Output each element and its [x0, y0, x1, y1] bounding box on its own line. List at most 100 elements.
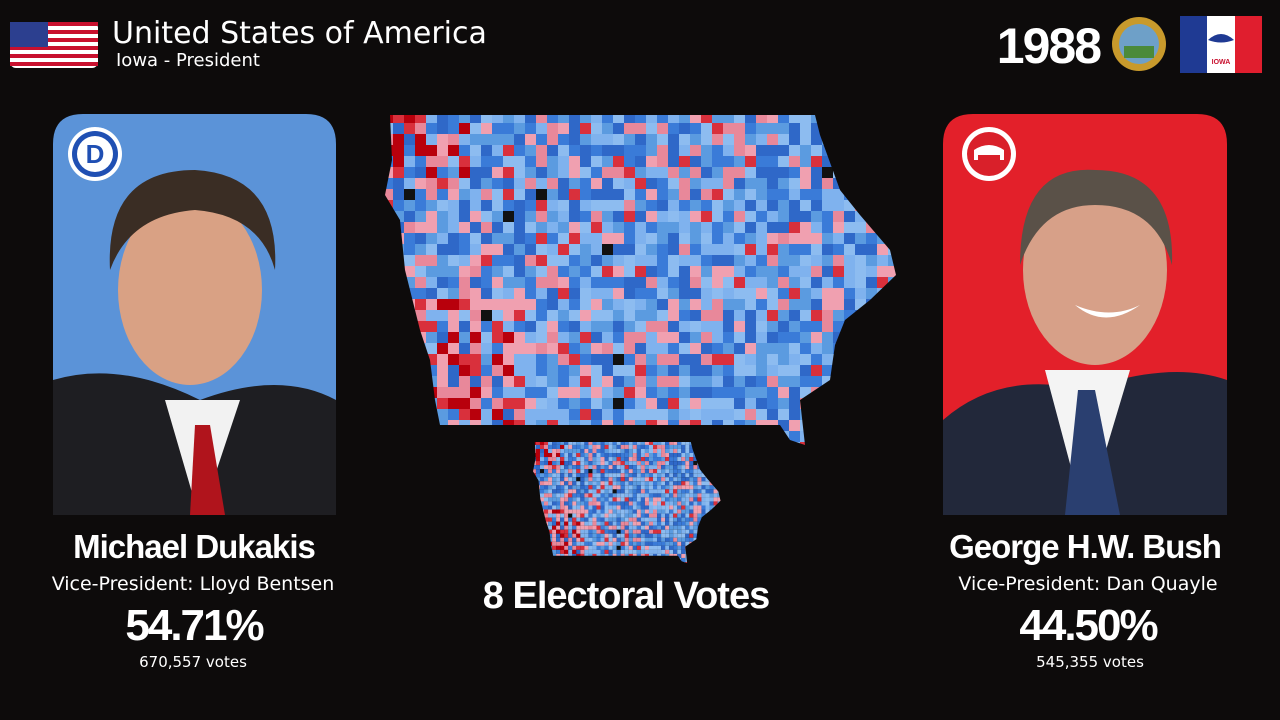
county — [547, 398, 558, 409]
county — [679, 288, 690, 299]
county — [514, 409, 525, 420]
county — [789, 123, 800, 134]
county — [525, 211, 536, 222]
county — [613, 156, 624, 167]
county — [536, 115, 547, 123]
county — [811, 365, 822, 376]
county — [657, 145, 668, 156]
county — [635, 343, 646, 354]
county — [646, 222, 657, 233]
county — [569, 343, 580, 354]
county — [800, 200, 811, 211]
county — [459, 134, 470, 145]
county — [503, 310, 514, 321]
county — [723, 277, 734, 288]
county — [822, 332, 833, 343]
county — [525, 233, 536, 244]
county — [459, 145, 470, 156]
county — [448, 398, 459, 409]
county — [437, 200, 448, 211]
county — [690, 255, 701, 266]
county — [547, 299, 558, 310]
county — [569, 387, 580, 398]
county — [426, 255, 437, 266]
county — [580, 178, 591, 189]
county — [536, 299, 547, 310]
county — [635, 332, 646, 343]
county — [393, 123, 404, 134]
county — [822, 299, 833, 310]
county — [459, 222, 470, 233]
county — [833, 189, 844, 200]
header-subtitle: Iowa - President — [116, 50, 260, 71]
county — [635, 365, 646, 376]
county — [646, 244, 657, 255]
county — [470, 189, 481, 200]
county — [459, 376, 470, 387]
county — [690, 167, 701, 178]
county — [778, 321, 789, 332]
county — [459, 244, 470, 255]
county — [712, 115, 723, 123]
county — [580, 343, 591, 354]
county — [492, 178, 503, 189]
county — [734, 321, 745, 332]
county — [536, 277, 547, 288]
county — [602, 310, 613, 321]
county — [437, 332, 448, 343]
county — [404, 200, 415, 211]
county — [712, 156, 723, 167]
county — [525, 288, 536, 299]
county — [646, 167, 657, 178]
county — [514, 255, 525, 266]
county — [734, 115, 745, 123]
county — [536, 222, 547, 233]
county — [701, 189, 712, 200]
county — [646, 211, 657, 222]
county — [745, 200, 756, 211]
county — [613, 398, 624, 409]
county — [690, 134, 701, 145]
county — [679, 332, 690, 343]
county — [844, 299, 855, 310]
county — [602, 354, 613, 365]
county — [492, 343, 503, 354]
county — [448, 255, 459, 266]
county — [492, 134, 503, 145]
county — [723, 354, 734, 365]
county — [492, 387, 503, 398]
county — [448, 222, 459, 233]
county — [800, 123, 811, 134]
county — [459, 156, 470, 167]
county — [591, 310, 602, 321]
county — [723, 365, 734, 376]
county — [525, 354, 536, 365]
county — [833, 310, 844, 321]
county — [580, 398, 591, 409]
us-flag — [10, 22, 98, 68]
county — [690, 310, 701, 321]
county — [558, 365, 569, 376]
county — [569, 354, 580, 365]
county — [591, 115, 602, 123]
county — [822, 321, 833, 332]
county — [448, 145, 459, 156]
county — [734, 178, 745, 189]
county — [877, 277, 888, 288]
county — [657, 134, 668, 145]
county — [800, 145, 811, 156]
county — [481, 145, 492, 156]
county — [657, 299, 668, 310]
county — [866, 255, 877, 266]
county — [745, 233, 756, 244]
county — [536, 288, 547, 299]
county — [712, 321, 723, 332]
county — [745, 365, 756, 376]
county — [481, 365, 492, 376]
county — [690, 321, 701, 332]
county — [393, 167, 404, 178]
county — [613, 365, 624, 376]
county — [789, 288, 800, 299]
county — [635, 211, 646, 222]
county — [723, 343, 734, 354]
